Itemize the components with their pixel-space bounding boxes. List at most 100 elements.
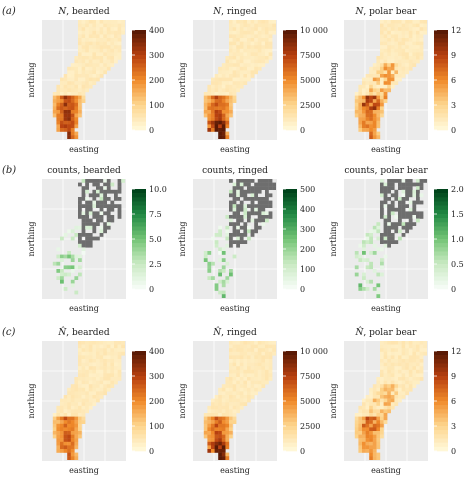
heat-cell (247, 369, 251, 374)
heat-cell (239, 236, 244, 241)
heat-cell (70, 88, 75, 93)
heat-cell (218, 95, 222, 100)
heat-cell (67, 420, 71, 424)
heat-cell (88, 359, 93, 363)
heat-cell (236, 41, 240, 46)
heat-cell (243, 222, 248, 226)
heat-cell (250, 179, 255, 183)
colorbar-tick-label: 2500 (300, 422, 320, 431)
heat-cell (405, 366, 409, 370)
heat-cell (218, 434, 222, 439)
heat-cell (272, 351, 276, 356)
heat-cell (419, 23, 424, 28)
heat-cell (372, 409, 377, 414)
heat-cell (81, 420, 86, 424)
heat-cell (257, 20, 262, 24)
colorbar-swatch (434, 259, 448, 265)
colorbar-swatch (132, 75, 146, 81)
heat-cell (81, 413, 86, 417)
heat-cell (52, 92, 57, 96)
heat-cell (52, 420, 57, 424)
heat-cell (398, 200, 402, 205)
heat-cell (85, 52, 89, 57)
heat-cell (358, 88, 363, 93)
heat-cell (372, 229, 377, 234)
heat-cell (254, 45, 258, 49)
heat-cell (265, 344, 269, 349)
heat-cell (96, 200, 100, 205)
heat-cell (229, 387, 233, 392)
heat-cell (232, 416, 237, 421)
heat-cell (67, 431, 71, 435)
heat-cell (225, 92, 230, 96)
heat-cell (114, 23, 118, 28)
heat-cell (387, 182, 391, 187)
heat-cell (398, 20, 402, 24)
heat-cell (358, 84, 363, 89)
heat-cell (257, 48, 262, 53)
heat-cell (365, 427, 370, 432)
heat-cell (250, 70, 255, 75)
heat-cell (387, 369, 391, 374)
heat-cell (387, 380, 391, 385)
heat-cell (405, 344, 409, 349)
heat-cell (365, 258, 370, 262)
heat-cell (110, 41, 115, 46)
heat-cell (88, 405, 93, 410)
colorbar-swatch (434, 67, 448, 72)
heat-cell (103, 45, 107, 49)
heat-cell (405, 211, 409, 216)
heat-cell (398, 59, 402, 64)
heat-cell (390, 402, 395, 406)
heat-cell (78, 351, 82, 356)
heat-cell (232, 197, 237, 201)
heat-cell (92, 197, 97, 201)
heat-cell (96, 70, 100, 75)
heat-cell (74, 423, 79, 428)
heat-cell (401, 59, 406, 64)
heat-cell (376, 117, 381, 121)
heat-cell (225, 452, 230, 457)
heat-cell (96, 193, 100, 198)
heat-cell (85, 402, 89, 406)
heat-cell (243, 233, 248, 237)
heat-cell (376, 95, 381, 100)
heat-cell (99, 387, 104, 392)
heat-cell (383, 341, 388, 345)
heat-cell (63, 416, 68, 421)
heat-cell (247, 30, 251, 35)
heat-cell (268, 186, 273, 190)
heat-cell (394, 341, 399, 345)
heat-cell (272, 341, 276, 345)
heat-cell (394, 384, 399, 388)
heat-cell (247, 27, 251, 31)
heat-cell (423, 23, 427, 28)
heat-cell (243, 362, 248, 367)
colorbar-swatch (132, 409, 146, 414)
heat-cell (67, 416, 71, 421)
heat-cell (81, 398, 86, 403)
heat-cell (211, 95, 215, 100)
heat-cell (221, 456, 226, 460)
heat-cell (243, 387, 248, 392)
colorbar-swatch (434, 189, 448, 194)
heat-cell (362, 438, 366, 442)
heat-cell (254, 182, 258, 187)
heat-cell (387, 88, 391, 93)
heat-cell (88, 56, 93, 60)
heat-cell (211, 434, 215, 439)
heat-cell (85, 189, 89, 194)
heat-cell (390, 373, 395, 378)
panel-title: counts, bearded (47, 166, 121, 176)
heat-cell (63, 233, 68, 237)
heat-cell (394, 81, 399, 85)
heat-cell (121, 27, 125, 31)
heat-cell (78, 77, 82, 82)
heat-cell (376, 413, 381, 417)
heat-cell (254, 56, 258, 60)
heat-cell (92, 355, 97, 360)
heat-cell (211, 409, 215, 414)
heat-cell (261, 348, 266, 352)
heat-cell (380, 384, 384, 388)
heat-cell (380, 38, 384, 42)
